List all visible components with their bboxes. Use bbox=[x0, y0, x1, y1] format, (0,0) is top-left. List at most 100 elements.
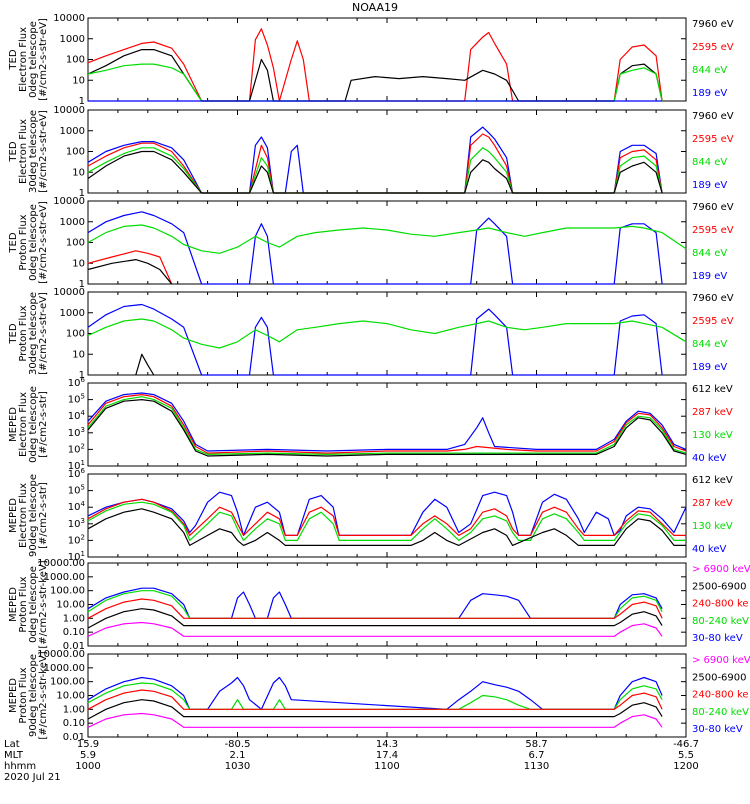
y-axis-label-line: 90deg telescope bbox=[28, 474, 39, 557]
y-axis-label-line: Proton Flux bbox=[18, 214, 29, 270]
y-axis-label-line: TED bbox=[8, 49, 19, 70]
series-line-black bbox=[87, 259, 173, 285]
panel-frame bbox=[87, 200, 687, 285]
legend-label: 30-80 keV bbox=[692, 633, 743, 644]
chart-title: NOAA19 bbox=[352, 1, 398, 14]
bottom-hhmm-value: 1200 bbox=[673, 761, 698, 772]
series-line-green bbox=[87, 63, 663, 102]
panel-5: 106 105 104 103 102 101 MEPED Electron Flux 0deg… bbox=[8, 376, 733, 472]
series-line-blue bbox=[87, 491, 687, 536]
series-line-green bbox=[87, 396, 687, 455]
y-tick-label: 100 bbox=[66, 329, 85, 340]
y-axis-label-line: [#/cm2-s-str-eV] bbox=[38, 292, 49, 375]
bottom-hhmm-value: 1030 bbox=[225, 761, 250, 772]
y-axis-label-line: 0deg telescope bbox=[28, 386, 39, 463]
legend-label: 2595 eV bbox=[692, 316, 734, 327]
series-line-black bbox=[87, 49, 663, 102]
legend-label: 30-80 keV bbox=[692, 724, 743, 735]
y-tick-label: 10 bbox=[72, 349, 85, 360]
y-tick-label: 1000.00 bbox=[44, 663, 85, 674]
legend-label: 189 eV bbox=[692, 271, 727, 282]
y-tick-label: 10 bbox=[72, 167, 85, 178]
y-axis-label-line: MEPED bbox=[8, 407, 19, 442]
series-line-black bbox=[87, 508, 686, 546]
y-tick-label: 1000 bbox=[60, 217, 85, 228]
legend-label: 40 keV bbox=[692, 453, 726, 464]
y-tick-label: 10.00 bbox=[56, 691, 85, 702]
legend-label: 2595 eV bbox=[692, 225, 734, 236]
bottom-lat-value: 15.9 bbox=[77, 739, 99, 750]
y-axis-label-line: MEPED bbox=[8, 678, 19, 713]
y-axis-label-line: 30deg telescope bbox=[28, 110, 39, 193]
y-tick-label: 104 bbox=[68, 409, 86, 422]
y-tick-label: 103 bbox=[68, 517, 85, 530]
y-tick-label: 10 bbox=[72, 258, 85, 269]
y-tick-label: 100 bbox=[66, 238, 85, 249]
y-tick-label: 104 bbox=[68, 500, 86, 513]
series-line-black bbox=[87, 699, 663, 720]
series-line-red bbox=[87, 250, 173, 285]
bottom-mlt-value: 5.9 bbox=[80, 750, 96, 761]
y-tick-label: 106 bbox=[68, 376, 86, 389]
legend-label: 240-800 ke bbox=[692, 599, 749, 610]
legend-label: 612 keV bbox=[692, 475, 733, 486]
y-axis-label-line: Proton Flux bbox=[18, 305, 29, 361]
bottom-lat-value: 14.3 bbox=[376, 739, 398, 750]
y-tick-label: 1000 bbox=[60, 308, 85, 319]
y-axis-label-line: Electron Flux bbox=[18, 27, 29, 92]
y-tick-label: 102 bbox=[68, 533, 85, 546]
series-line-red bbox=[87, 394, 687, 454]
legend-label: 80-240 keV bbox=[692, 707, 749, 718]
y-axis-label-line: TED bbox=[8, 141, 19, 162]
series-line-green bbox=[87, 224, 687, 254]
y-axis-label-line: [#/cm2-s-str-eV] bbox=[38, 201, 49, 284]
y-tick-label: 101 bbox=[68, 550, 85, 563]
y-axis-label-line: 0deg telescope bbox=[28, 204, 39, 281]
series-line-green bbox=[87, 318, 687, 349]
y-axis-label-line: [#/cm2-s-str] bbox=[38, 482, 49, 549]
bottom-hhmm-value: 1130 bbox=[524, 761, 549, 772]
series-line-black bbox=[87, 150, 663, 194]
y-tick-label: 10000.00 bbox=[37, 649, 85, 660]
y-tick-label: 1000 bbox=[60, 126, 85, 137]
y-axis-label-line: Electron Flux bbox=[18, 119, 29, 184]
legend-label: 130 keV bbox=[692, 521, 733, 532]
bottom-mlt-value: 17.4 bbox=[376, 750, 398, 761]
series-line-blue bbox=[87, 587, 663, 619]
y-axis-label-line: MEPED bbox=[8, 498, 19, 533]
y-tick-label: 100.00 bbox=[50, 586, 85, 597]
y-axis-label-line: TED bbox=[8, 232, 19, 253]
bottom-hhmm-value: 1100 bbox=[374, 761, 399, 772]
bottom-date: 2020 Jul 21 bbox=[4, 772, 61, 783]
series-line-black bbox=[87, 399, 687, 457]
series-line-blue bbox=[87, 676, 663, 710]
y-tick-label: 1000 bbox=[60, 34, 85, 45]
series-line-blue bbox=[87, 126, 663, 194]
bottom-lat-value: -80.5 bbox=[225, 739, 251, 750]
series-line-red bbox=[87, 498, 686, 536]
y-tick-label: 1 bbox=[79, 96, 85, 107]
y-axis-label-line: MEPED bbox=[8, 587, 19, 622]
series-line-magenta bbox=[87, 712, 663, 728]
legend-label: 2595 eV bbox=[692, 134, 734, 145]
series-line-blue bbox=[87, 211, 663, 285]
y-axis-label-line: Proton Flux bbox=[18, 667, 29, 723]
y-tick-label: 0.10 bbox=[63, 718, 85, 729]
y-axis-label-line: 0deg telescope bbox=[28, 566, 39, 643]
y-tick-label: 100.00 bbox=[50, 677, 85, 688]
series-line-green bbox=[87, 501, 686, 541]
y-axis-label-line: Electron Flux bbox=[18, 483, 29, 548]
legend-label: 189 eV bbox=[692, 180, 727, 191]
legend-label: 612 keV bbox=[692, 384, 733, 395]
legend-label: 130 keV bbox=[692, 430, 733, 441]
series-line-red bbox=[87, 598, 663, 619]
y-tick-label: 1000.00 bbox=[44, 572, 85, 583]
legend-label: 80-240 keV bbox=[692, 616, 749, 627]
y-axis-label-line: [#/cm2-s-str] bbox=[38, 391, 49, 458]
y-tick-label: 1.00 bbox=[63, 613, 85, 624]
y-tick-label: 10 bbox=[72, 75, 85, 86]
legend-label: 2500-6900 bbox=[692, 581, 747, 592]
y-tick-label: 0.01 bbox=[63, 641, 85, 652]
series-line-red bbox=[87, 689, 663, 710]
y-tick-label: 1 bbox=[79, 279, 85, 290]
